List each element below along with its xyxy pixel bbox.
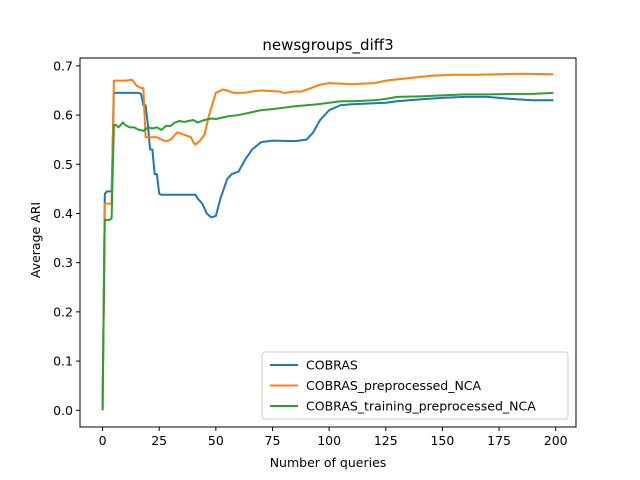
plot-frame — [79, 57, 577, 428]
chart-title: newsgroups_diff3 — [262, 36, 393, 55]
y-axis-label: Average ARI — [28, 202, 43, 278]
x-tick-label: 25 — [151, 433, 167, 448]
legend-box — [261, 351, 569, 420]
y-tick-label: 0.2 — [53, 304, 73, 319]
x-tick-label: 175 — [487, 433, 511, 448]
plot-area: 0 25 50 75 100 125 150 175 200 0.0 0.1 0.2 0.3 0.4 0.5… — [53, 57, 577, 448]
y-tick-label: 0.4 — [53, 206, 73, 221]
y-tick-label: 0.0 — [53, 403, 73, 418]
x-tick-label: 200 — [544, 433, 568, 448]
x-tick-label: 100 — [317, 433, 341, 448]
legend-label: COBRAS — [306, 358, 358, 373]
series-line-2 — [101, 72, 554, 411]
x-tick-label: 125 — [374, 433, 398, 448]
y-tick-label: 0.6 — [53, 108, 73, 123]
x-axis-label: Number of queries — [270, 455, 387, 470]
legend-label: COBRAS_preprocessed_NCA — [306, 378, 482, 393]
y-tick-label: 0.1 — [53, 354, 73, 369]
legend-label: COBRAS_training_preprocessed_NCA — [306, 399, 536, 414]
y-tick-label: 0.7 — [53, 58, 73, 73]
x-tick-label: 150 — [430, 433, 454, 448]
x-tick-label: 0 — [99, 433, 107, 448]
y-tick-label: 0.3 — [53, 255, 73, 270]
x-tick-label: 75 — [265, 433, 281, 448]
legend: COBRAS COBRAS_preprocessed_NCA COBRAS_trai… — [261, 351, 569, 420]
y-tick-label: 0.5 — [53, 157, 73, 172]
series-line-3 — [101, 91, 554, 411]
x-tick-label: 50 — [208, 433, 224, 448]
